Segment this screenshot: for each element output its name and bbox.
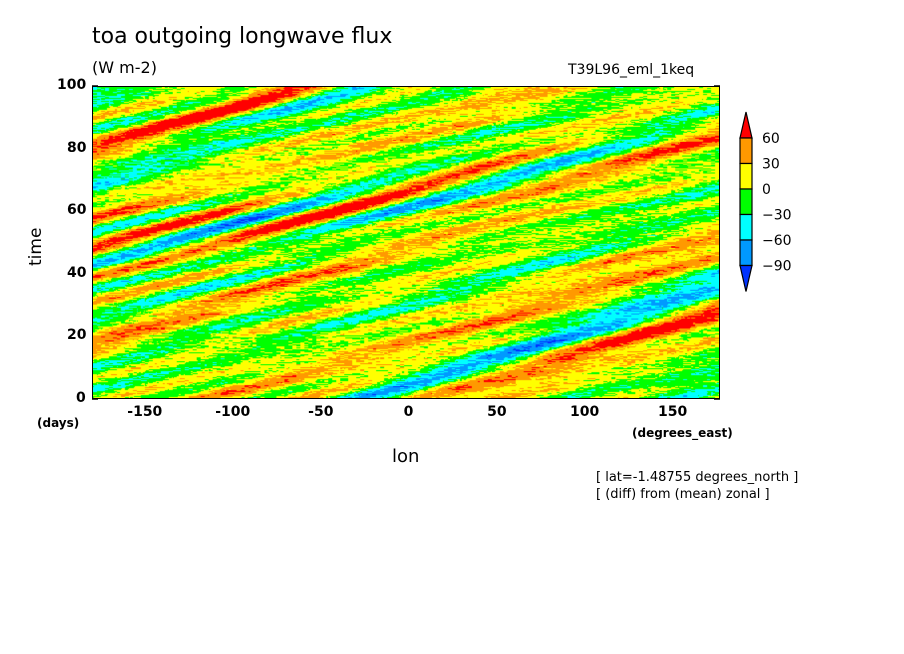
colorbar-label: −90	[762, 259, 792, 275]
chart-units: (W m-2)	[92, 58, 157, 77]
y-axis-label: time	[26, 227, 46, 266]
colorbar-label: −60	[762, 233, 792, 249]
y-tick-label: 80	[67, 139, 87, 156]
x-tick-label: -100	[215, 404, 251, 420]
x-tick-label: 0	[403, 404, 414, 420]
x-axis-label: lon	[392, 446, 420, 467]
x-tick-label: 150	[658, 404, 688, 420]
colorbar-extend-max	[739, 111, 753, 139]
colorbar-extend-min	[739, 264, 753, 292]
colorbar-label: 0	[762, 182, 771, 198]
annotation-lat: [ lat=-1.48755 degrees_north ]	[596, 470, 799, 485]
y-tick-label: 40	[67, 264, 87, 281]
x-tick-label: 50	[487, 404, 507, 420]
y-tick-label: 20	[67, 327, 87, 344]
y-tick-label: 60	[67, 202, 87, 219]
chart-title: toa outgoing longwave flux	[92, 24, 393, 49]
x-tick-label: -150	[127, 404, 163, 420]
annotation-diff: [ (diff) from (mean) zonal ]	[596, 487, 770, 502]
colorbar-box	[739, 213, 753, 241]
y-tick-label: 0	[76, 390, 86, 406]
y-axis-unit: (days)	[37, 416, 80, 430]
x-axis-unit: (degrees_east)	[632, 426, 733, 440]
heatmap-field	[93, 87, 719, 398]
colorbar-box	[739, 162, 753, 190]
x-tick-label: 100	[570, 404, 600, 420]
colorbar-box	[739, 188, 753, 216]
x-tick-label: -50	[308, 404, 334, 420]
plot-area	[92, 86, 720, 399]
run-label: T39L96_eml_1keq	[568, 62, 695, 78]
colorbar-label: 30	[762, 157, 780, 173]
colorbar-box	[739, 137, 753, 165]
colorbar-box	[739, 239, 753, 267]
colorbar-label: −30	[762, 208, 792, 224]
colorbar-label: 60	[762, 131, 780, 147]
y-tick-label: 100	[57, 77, 87, 93]
